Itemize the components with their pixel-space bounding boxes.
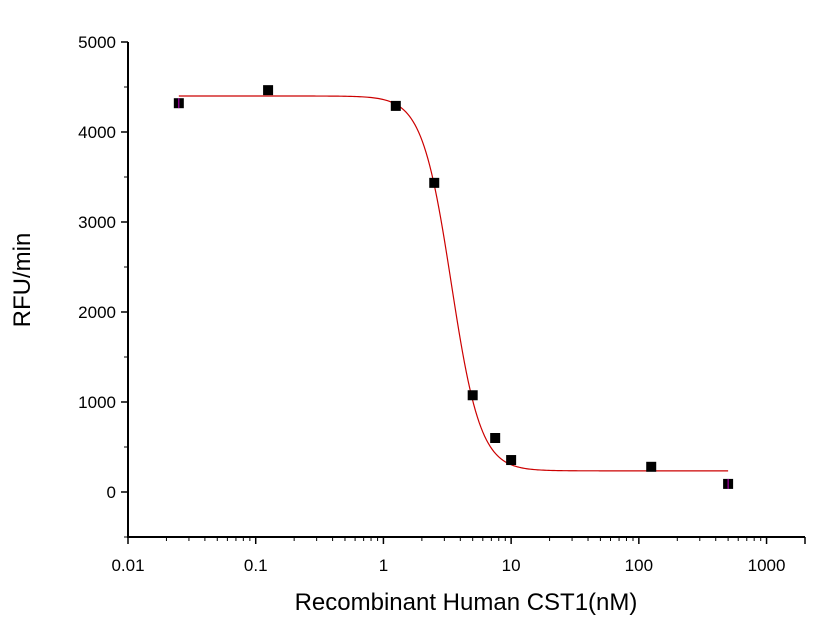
y-tick-label: 2000 — [78, 303, 116, 322]
data-point — [490, 433, 501, 443]
y-tick-label: 4000 — [78, 123, 116, 142]
y-tick-label: 0 — [107, 483, 116, 502]
data-point — [263, 85, 274, 96]
x-tick-label: 1 — [379, 556, 388, 575]
x-axis-label: Recombinant Human CST1(nM) — [295, 589, 638, 616]
data-point — [467, 390, 478, 401]
axes: 0 1000 2000 3000 4000 5000 0.01 0.1 1 10 100 1000 — [78, 33, 806, 575]
x-tick-label: 0.1 — [244, 556, 268, 575]
data-point — [390, 100, 401, 111]
y-tick-label: 1000 — [78, 393, 116, 412]
data-point — [506, 455, 517, 466]
data-point — [646, 461, 657, 472]
data-points — [173, 85, 734, 489]
data-point — [429, 177, 440, 188]
y-tick-label: 3000 — [78, 213, 116, 232]
x-tick-label: 100 — [625, 556, 653, 575]
y-tick-label: 5000 — [78, 33, 116, 52]
fit-curve — [178, 95, 729, 472]
x-tick-label: 1000 — [748, 556, 786, 575]
y-axis-label: RFU/min — [9, 233, 36, 328]
x-tick-label: 10 — [502, 556, 521, 575]
x-tick-label: 0.01 — [111, 556, 144, 575]
